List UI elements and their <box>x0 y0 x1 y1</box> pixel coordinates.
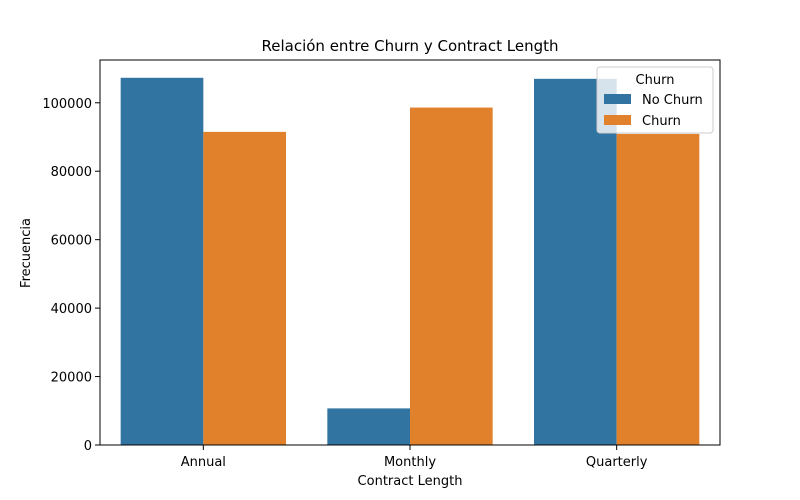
legend-label-churn: Churn <box>642 114 681 129</box>
y-axis: 0 20000 40000 60000 80000 100000 <box>42 97 100 454</box>
bar-no-churn-quarterly <box>534 78 617 446</box>
legend-swatch-churn <box>604 115 631 125</box>
y-tick-label-20000: 20000 <box>51 371 92 386</box>
y-tick-label-100000: 100000 <box>42 97 92 112</box>
bar-no-churn-monthly <box>327 408 410 445</box>
bar-churn-annual <box>203 131 286 445</box>
x-tick-label-annual: Annual <box>181 455 226 470</box>
bar-churn-monthly <box>410 107 493 446</box>
chart-title: Relación entre Churn y Contract Length <box>262 37 559 55</box>
y-axis-title: Frecuencia <box>19 218 34 288</box>
bar-no-churn-annual <box>120 77 204 445</box>
y-tick-label-40000: 40000 <box>51 302 92 317</box>
legend-swatch-no-churn <box>604 94 631 104</box>
x-tick-label-monthly: Monthly <box>384 455 436 470</box>
x-tick-label-quarterly: Quarterly <box>586 455 648 470</box>
bar-churn-quarterly <box>616 133 700 446</box>
plot-area <box>120 77 700 446</box>
x-axis-title: Contract Length <box>358 474 463 489</box>
legend: Churn No Churn Churn <box>596 66 714 134</box>
x-axis: Annual Monthly Quarterly <box>181 445 648 470</box>
y-tick-label-0: 0 <box>84 439 92 454</box>
y-tick-label-80000: 80000 <box>51 165 92 180</box>
y-tick-label-60000: 60000 <box>51 234 92 249</box>
legend-label-no-churn: No Churn <box>642 93 703 108</box>
legend-title: Churn <box>636 73 675 88</box>
